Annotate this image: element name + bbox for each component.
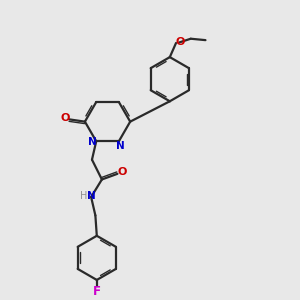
- Text: O: O: [117, 167, 127, 177]
- Text: N: N: [88, 137, 96, 147]
- Text: N: N: [87, 191, 96, 201]
- Text: O: O: [175, 37, 185, 47]
- Text: H: H: [80, 191, 87, 201]
- Text: F: F: [93, 285, 101, 298]
- Text: O: O: [60, 113, 70, 123]
- Text: N: N: [116, 140, 125, 151]
